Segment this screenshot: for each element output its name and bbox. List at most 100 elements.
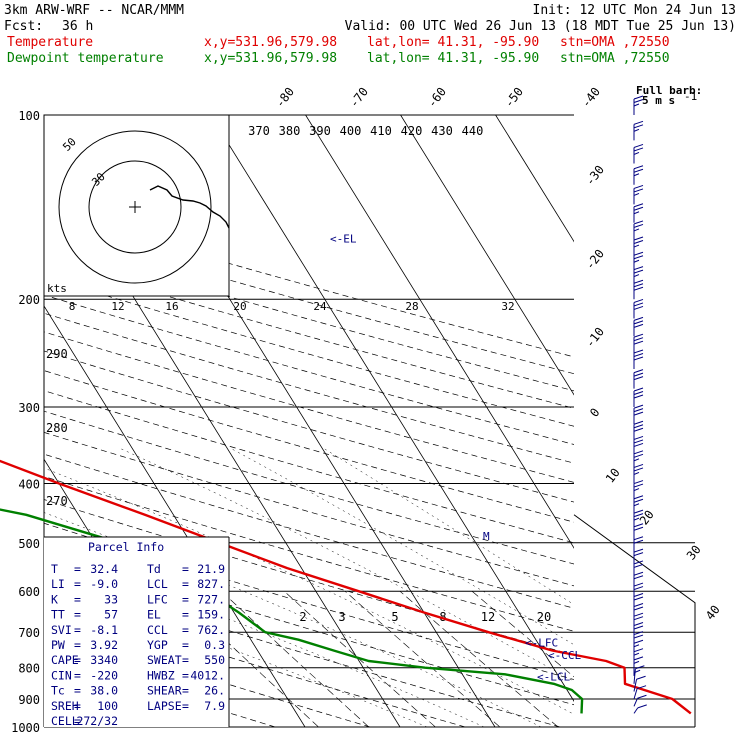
- wind-barb: [633, 95, 644, 115]
- parcel-info-row: CIN = -220 HWBZ = 4012.: [51, 668, 225, 682]
- wind-barb-flag: [633, 483, 644, 488]
- parcel-info-value: 159.: [197, 608, 225, 622]
- wind-barb-flag: [633, 523, 644, 528]
- dewpoint-station: stn=OMA ,72550: [560, 51, 670, 66]
- parcel-level-label: <-LFC: [525, 636, 558, 649]
- init-time: Init: 12 UTC Mon 24 Jun 13: [533, 3, 737, 18]
- parcel-info-row: SREH= 100 LAPSE = 7.9: [51, 699, 225, 713]
- wind-barb-flag: [633, 539, 644, 544]
- parcel-info-key: SWEAT: [147, 653, 182, 667]
- model-title: 3km ARW-WRF -- NCAR/MMM: [4, 3, 184, 18]
- wind-barb-flag: [633, 333, 644, 338]
- isotherm-line: [210, 115, 574, 702]
- parcel-info-key: SVI: [51, 623, 72, 637]
- wind-barb-flag: [633, 236, 644, 241]
- wind-barb-flag: [633, 173, 640, 177]
- parcel-level-label: <-CCL: [548, 649, 581, 662]
- parcel-info-row: PW = 3.92 YGP = 0.3: [51, 638, 225, 652]
- pressure-tick-label: 100: [18, 109, 40, 123]
- wind-barbs: [633, 95, 647, 714]
- wind-barb-flag: [633, 120, 644, 125]
- wind-barb-flag: [633, 206, 644, 211]
- wind-barb-flag: [636, 675, 646, 680]
- wind-barb: [633, 165, 644, 185]
- parcel-info-key: CIN: [51, 668, 72, 682]
- wind-barb: [633, 523, 644, 543]
- parcel-info-equals: =: [74, 699, 81, 713]
- wind-barb-flag: [633, 223, 644, 228]
- parcel-info-equals: =: [182, 638, 189, 652]
- wind-barb-flag: [633, 622, 644, 627]
- parcel-level-label: <-EL: [330, 232, 357, 245]
- parcel-info-key: YGP: [147, 638, 168, 652]
- wind-barb-flag: [633, 656, 644, 661]
- wind-barb-flag: [633, 435, 644, 440]
- wind-barb-flag: [633, 128, 640, 132]
- wind-barb-flag: [633, 240, 644, 245]
- parcel-info-equals: =: [182, 592, 189, 606]
- wind-barb-flag: [633, 168, 644, 173]
- hodograph-speed-label: 28: [405, 300, 418, 313]
- moist-adiabat-line: [44, 512, 542, 727]
- parcel-info-key: SREH: [51, 699, 79, 713]
- hodograph-speed-label: 12: [111, 300, 124, 313]
- wind-barb-flag: [633, 660, 640, 664]
- wind-barb: [633, 184, 644, 205]
- parcel-info-equals: =: [182, 668, 189, 682]
- wind-barb-flag: [633, 513, 644, 518]
- wind-barb-flag: [633, 95, 644, 100]
- wind-barb: [633, 420, 644, 441]
- parcel-info-key: EL: [147, 608, 161, 622]
- wind-barb-flag: [633, 404, 644, 409]
- wind-barb-flag: [633, 372, 644, 377]
- wind-barb: [633, 203, 644, 223]
- wind-barb: [633, 220, 644, 240]
- pressure-tick-label: 700: [18, 626, 40, 640]
- wind-barb-flag: [633, 302, 644, 307]
- wind-barb-flag: [637, 694, 647, 699]
- theta-tick-label: 440: [462, 124, 484, 138]
- pressure-tick-label: 600: [18, 585, 40, 599]
- wind-barb: [633, 509, 644, 530]
- parcel-info-row: T = 32.4 Td = 21.9: [51, 562, 225, 576]
- wind-barb: [633, 316, 644, 337]
- hodograph-trace: [149, 185, 230, 229]
- wind-barb-flag: [633, 517, 640, 521]
- parcel-info-row: Tc = 38.0 SHEAR = 26.: [51, 684, 225, 698]
- moist-adiabat-line: [322, 447, 574, 605]
- wind-barb-flag: [634, 669, 641, 673]
- temperature-station: stn=OMA ,72550: [560, 35, 670, 50]
- parcel-info-value: 26.: [204, 684, 225, 698]
- parcel-info-value: 100: [97, 699, 118, 713]
- parcel-info-value: 33: [104, 592, 118, 606]
- pressure-tick-label: 300: [18, 401, 40, 415]
- wind-barb-flag: [633, 488, 640, 492]
- parcel-info-key: SHEAR: [147, 684, 182, 698]
- isotherm-tick-label: -10: [583, 325, 607, 351]
- wind-barb-flag: [633, 631, 644, 636]
- dry-adiabat-line: [44, 431, 574, 587]
- hodograph-speed-label: 24: [313, 300, 327, 313]
- wind-barb: [633, 369, 644, 389]
- parcel-info-value: 57: [104, 608, 118, 622]
- wind-barb-flag: [633, 251, 644, 256]
- wind-barb-flag: [633, 450, 644, 455]
- parcel-info-key: Tc: [51, 684, 65, 698]
- parcel-info-title: Parcel Info: [88, 540, 164, 554]
- dry-adiabat-label: 280: [46, 421, 68, 435]
- wind-barb-flag: [633, 165, 644, 170]
- wind-barb-flag: [633, 192, 640, 196]
- wind-barb: [633, 143, 644, 164]
- isotherm-tick-label: 40: [703, 603, 723, 623]
- wind-barb-flag: [633, 625, 644, 630]
- wind-barb-flag: [633, 244, 640, 248]
- wind-barb-flag: [633, 639, 644, 644]
- wind-barb-staff: [633, 688, 638, 700]
- temperature-trace: [0, 459, 692, 715]
- barb-legend-exponent: -1: [684, 90, 697, 103]
- wind-barb-flag: [633, 211, 640, 215]
- isotherm-tick-label: 0: [587, 405, 602, 419]
- wind-barb-flag: [633, 387, 644, 392]
- parcel-info-equals: =: [74, 638, 81, 652]
